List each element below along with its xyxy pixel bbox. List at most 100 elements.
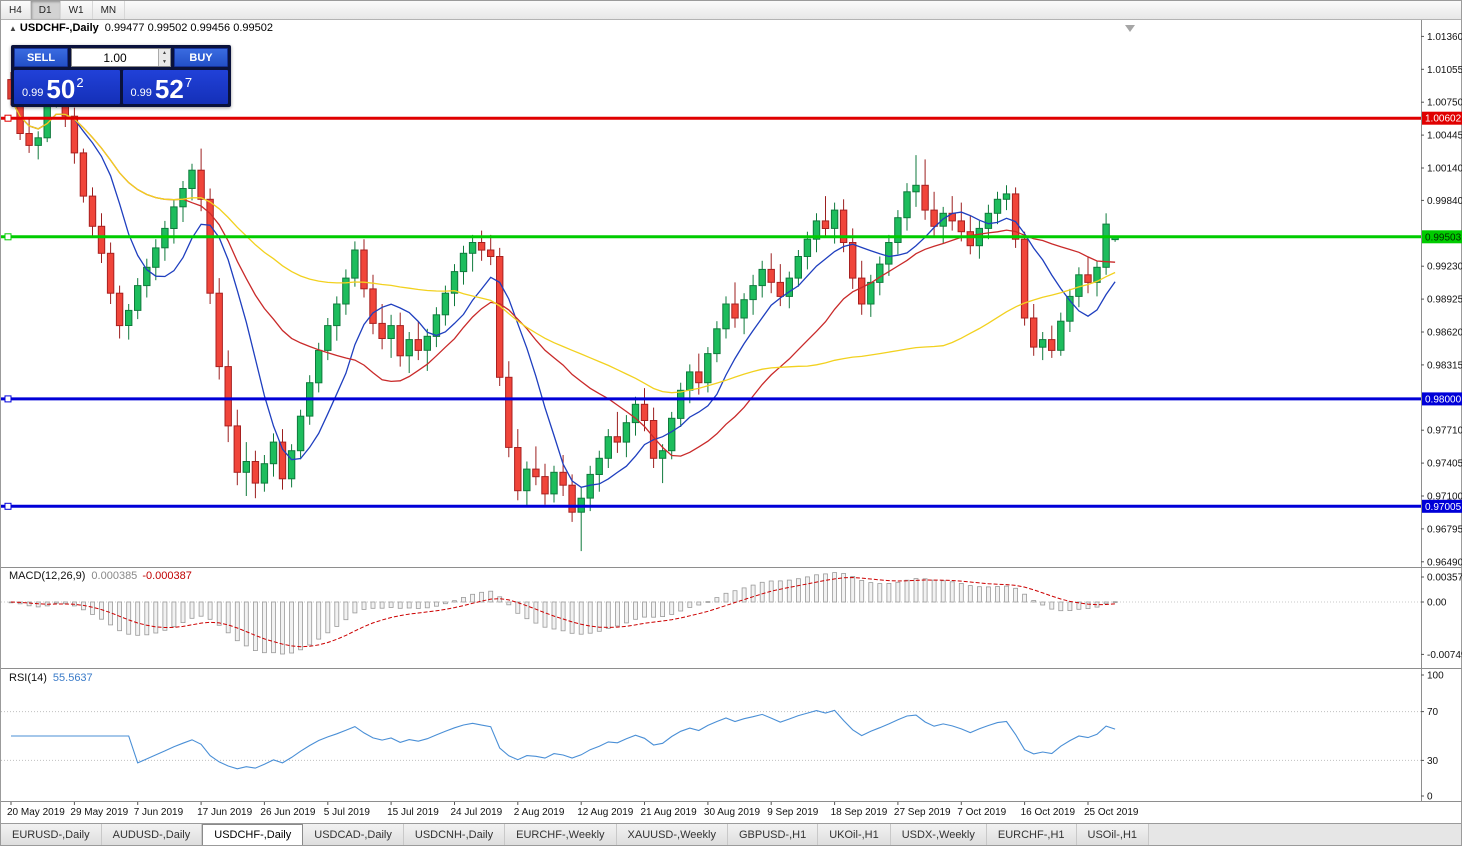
- macd-axis-label: 0.00: [1427, 598, 1447, 609]
- sell-button[interactable]: SELL: [14, 48, 68, 67]
- buy-price-pip: 7: [184, 75, 193, 90]
- date-axis-label: 5 Jul 2019: [324, 807, 371, 818]
- timeframe-button-w1[interactable]: W1: [61, 1, 93, 19]
- chart-tab-usdcad-daily[interactable]: USDCAD-,Daily: [303, 824, 404, 845]
- rsi-indicator-label: RSI(14) 55.5637: [9, 672, 93, 684]
- price-axis-label: 0.97100: [1427, 492, 1462, 503]
- price-axis-label: 1.01055: [1427, 65, 1462, 76]
- volume-down-icon[interactable]: ▼: [159, 57, 170, 66]
- chart-tab-usdcnh-daily[interactable]: USDCNH-,Daily: [403, 824, 506, 845]
- chart-tab-xauusd-weekly[interactable]: XAUUSD-,Weekly: [616, 824, 728, 845]
- price-axis[interactable]: 1.01360 1.01055 1.00750 1.00445 1.00140 0.998…: [1421, 32, 1462, 803]
- price-badge: [1422, 392, 1462, 406]
- chart-tab-usoil-h1[interactable]: USOil-,H1: [1076, 824, 1150, 845]
- date-axis-label: 2 Aug 2019: [514, 807, 565, 818]
- macd-signal-line: [10, 576, 1116, 648]
- date-axis-label: 16 Oct 2019: [1021, 807, 1076, 818]
- date-axis-label: 18 Sep 2019: [831, 807, 888, 818]
- volume-spinner: ▲ ▼: [158, 49, 170, 66]
- date-axis-label: 7 Oct 2019: [957, 807, 1006, 818]
- horizontal-lines-layer[interactable]: [1, 114, 1421, 510]
- macd-signal-value: -0.000387: [142, 570, 192, 582]
- ma-50-line: [10, 98, 1116, 394]
- price-axis-label: 1.00750: [1427, 98, 1462, 109]
- volume-value[interactable]: 1.00: [103, 50, 127, 65]
- chart-tab-eurchf-h1[interactable]: EURCHF-,H1: [986, 824, 1077, 845]
- price-badge-value: 0.97005: [1425, 502, 1462, 513]
- date-axis-label: 15 Jul 2019: [387, 807, 439, 818]
- date-axis-label: 20 May 2019: [7, 807, 65, 818]
- price-axis-label: 0.97710: [1427, 426, 1462, 437]
- rsi-axis-label: 0: [1427, 792, 1433, 803]
- macd-indicator-label: MACD(12,26,9) 0.000385 -0.000387: [9, 570, 192, 582]
- buy-price-prefix: 0.99: [130, 87, 152, 99]
- price-badge: [1422, 499, 1462, 513]
- price-axis-label: 0.99840: [1427, 196, 1462, 207]
- chart-tab-audusd-daily[interactable]: AUDUSD-,Daily: [101, 824, 203, 845]
- line-handle[interactable]: [4, 395, 12, 403]
- grid-layer: [1, 19, 1462, 802]
- line-handle[interactable]: [4, 233, 12, 241]
- date-axis-label: 7 Jun 2019: [134, 807, 184, 818]
- price-axis-label: 0.98925: [1427, 295, 1462, 306]
- macd-main-value: 0.000385: [91, 570, 138, 582]
- volume-input[interactable]: 1.00 ▲ ▼: [71, 48, 171, 67]
- price-badge: [1422, 111, 1462, 125]
- date-axis-label: 26 Jun 2019: [260, 807, 315, 818]
- rsi-pane: [1, 709, 1421, 770]
- rsi-value: 55.5637: [52, 672, 93, 684]
- chart-tab-usdchf-daily[interactable]: USDCHF-,Daily: [202, 824, 304, 845]
- buy-button[interactable]: BUY: [174, 48, 228, 67]
- timeframe-button-h4[interactable]: H4: [1, 1, 31, 19]
- rsi-axis-label: 70: [1427, 707, 1439, 718]
- buy-price-big-digits: 52: [154, 74, 184, 104]
- timeframe-button-mn[interactable]: MN: [93, 1, 126, 19]
- date-axis-label: 30 Aug 2019: [704, 807, 761, 818]
- sell-price-big-digits: 50: [46, 74, 76, 104]
- date-axis-label: 27 Sep 2019: [894, 807, 951, 818]
- buy-price-button[interactable]: 0.99 52 7: [122, 70, 228, 104]
- chart-title: ▲ USDCHF-,Daily 0.99477 0.99502 0.99456 0.…: [9, 22, 273, 34]
- chart-tab-gbpusd-h1[interactable]: GBPUSD-,H1: [727, 824, 819, 845]
- date-axis-label: 17 Jun 2019: [197, 807, 252, 818]
- date-axis-label: 29 May 2019: [70, 807, 128, 818]
- line-handle[interactable]: [4, 502, 12, 510]
- chart-shift-marker-icon[interactable]: [1125, 25, 1135, 32]
- price-axis-label: 0.96795: [1427, 524, 1462, 535]
- timeframe-toolbar: H4 D1 W1 MN: [1, 1, 1461, 20]
- rsi-axis-label: 30: [1427, 756, 1439, 767]
- date-axis-label: 21 Aug 2019: [641, 807, 698, 818]
- chart-tab-usdx-weekly[interactable]: USDX-,Weekly: [890, 824, 987, 845]
- price-badge-value: 0.98000: [1425, 394, 1462, 405]
- macd-axis-label: 0.003574: [1427, 573, 1462, 584]
- line-handle[interactable]: [4, 114, 12, 122]
- date-axis-label: 25 Oct 2019: [1084, 807, 1139, 818]
- timeframe-button-d1[interactable]: D1: [30, 1, 61, 19]
- price-axis-label: 0.97405: [1427, 459, 1462, 470]
- rsi-axis-label: 100: [1427, 671, 1444, 682]
- macd-name: MACD(12,26,9): [9, 570, 86, 582]
- price-axis-label: 0.96490: [1427, 557, 1462, 568]
- price-badge-value: 1.00602: [1425, 114, 1462, 125]
- macd-pane: [1, 572, 1421, 655]
- rsi-name: RSI(14): [9, 672, 47, 684]
- chart-ohlc-values: 0.99477 0.99502 0.99456 0.99502: [104, 22, 273, 34]
- date-axis[interactable]: 20 May 2019 29 May 2019 7 Jun 2019 17 Jun 2…: [7, 802, 1139, 818]
- date-axis-label: 9 Sep 2019: [767, 807, 819, 818]
- candles-layer: [7, 61, 1119, 552]
- date-axis-label: 12 Aug 2019: [577, 807, 634, 818]
- rsi-line: [11, 709, 1116, 770]
- chart-canvas[interactable]: 1.013601.010551.007501.004451.001400.998…: [1, 1, 1462, 826]
- chart-tab-eurchf-weekly[interactable]: EURCHF-,Weekly: [505, 824, 617, 845]
- chart-tab-eurusd-daily[interactable]: EURUSD-,Daily: [1, 824, 102, 845]
- price-axis-label: 0.99230: [1427, 262, 1462, 273]
- volume-up-icon[interactable]: ▲: [159, 49, 170, 58]
- price-axis-label: 1.01360: [1427, 32, 1462, 43]
- ma-8-line: [10, 98, 1116, 488]
- date-axis-label: 24 Jul 2019: [451, 807, 503, 818]
- sell-price-button[interactable]: 0.99 50 2: [14, 70, 120, 104]
- chart-marker-icon: ▲: [9, 24, 17, 33]
- chart-tab-ukoil-h1[interactable]: UKOil-,H1: [818, 824, 891, 845]
- chart-symbol-label: USDCHF-,Daily: [19, 22, 99, 34]
- price-axis-label: 0.98620: [1427, 328, 1462, 339]
